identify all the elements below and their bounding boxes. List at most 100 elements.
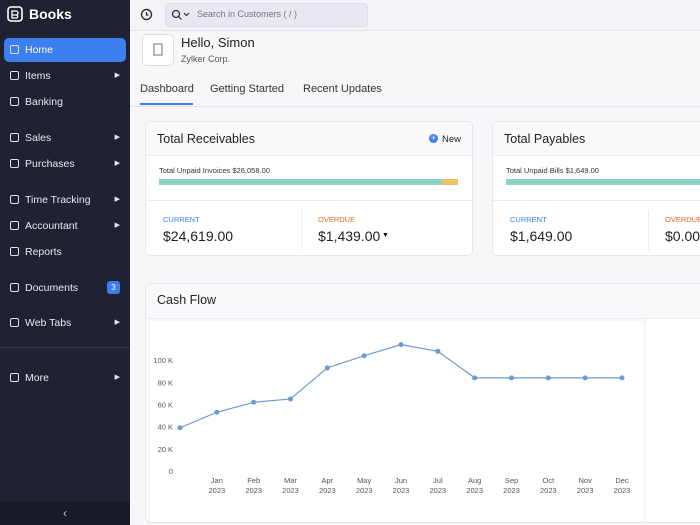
card-header	[146, 284, 700, 319]
divider	[648, 210, 649, 250]
chart-title: Cash Flow	[157, 293, 217, 307]
x-tick-label: Jan 2023	[208, 476, 226, 495]
nav-icon	[10, 159, 19, 168]
data-point	[619, 375, 625, 381]
nav-icon	[10, 283, 19, 292]
data-point	[472, 375, 478, 381]
tab[interactable]: Getting Started	[210, 83, 284, 95]
overdue-amount[interactable]: $1,439.00	[318, 228, 381, 244]
nav-icon	[10, 71, 19, 80]
summary: Total Unpaid Invoices $26,058.00	[159, 166, 270, 175]
sidebar: Books Home Items ▶ Banking Sales ▶ Purchases ▶ T…	[0, 0, 130, 525]
org-icon	[153, 43, 163, 56]
nav-item[interactable]: Reports	[4, 240, 126, 264]
nav-icon	[10, 133, 19, 142]
current-label: CURRENT	[163, 215, 200, 224]
data-point	[288, 396, 293, 402]
nav-icon	[10, 195, 19, 204]
search-icon	[171, 9, 190, 20]
current-amount: $24,619.00	[163, 228, 234, 244]
overdue-amount: $0.00	[665, 228, 700, 244]
divider	[146, 200, 472, 201]
x-tick-label: Apr 2023	[318, 476, 336, 495]
nav-item[interactable]: Purchases ▶	[4, 152, 126, 176]
history-icon[interactable]	[140, 8, 153, 21]
nav-icon	[10, 247, 19, 256]
y-tick-label: 40 K	[158, 423, 173, 432]
overdue-label: OVERDUE	[318, 215, 356, 224]
summary: Total Unpaid Bills $1,649.00	[506, 166, 599, 175]
x-tick-label: Aug 2023	[466, 476, 483, 495]
y-tick-label: 60 K	[158, 401, 173, 410]
data-point	[545, 375, 551, 381]
card-title: Total Receivables	[157, 132, 255, 146]
card-header	[146, 122, 472, 156]
search-box[interactable]: Search in Customers ( / )	[165, 3, 368, 27]
cash-flow-card: Cash Flow 0 20 K 40 K 60 K 80 K 100 K Jan 202…	[145, 283, 700, 523]
x-tick-label: Mar 2023	[282, 476, 299, 495]
brand-logo	[7, 6, 23, 22]
overdue-label: OVERDUE	[665, 215, 700, 224]
nav-item[interactable]: Documents 3	[4, 276, 126, 300]
progress-overdue	[442, 179, 458, 185]
x-tick-label: Feb 2023	[245, 476, 262, 495]
dropdown-caret[interactable]: ▼	[382, 232, 389, 239]
collapse-button[interactable]: ‹	[0, 502, 130, 525]
data-point	[324, 365, 330, 371]
x-tick-label: Jun 2023	[392, 476, 410, 495]
card-title: Total Payables	[504, 132, 586, 146]
tab[interactable]: Recent Updates	[303, 83, 382, 95]
badge: 3	[107, 281, 120, 294]
tab[interactable]: Dashboard	[140, 83, 194, 95]
x-tick-label: Nov 2023	[576, 476, 594, 495]
data-point	[398, 342, 404, 348]
progress-current	[506, 179, 700, 185]
payables-card: Total Payables Total Unpaid Bills $1,649…	[492, 121, 700, 256]
data-point	[251, 399, 257, 405]
nav-item[interactable]: Web Tabs ▶	[4, 311, 126, 335]
nav-icon	[10, 97, 19, 106]
nav-arrow: ▶	[114, 374, 120, 381]
data-point	[582, 375, 588, 381]
receivables-card: Total Receivables + New Total Unpaid Inv…	[145, 121, 473, 256]
data-point	[361, 353, 367, 359]
nav-icon	[10, 373, 19, 382]
x-tick-label: Jul 2023	[429, 476, 447, 495]
tab-indicator	[140, 103, 193, 105]
nav-item[interactable]: Accountant ▶	[4, 214, 126, 238]
org-logo	[142, 34, 174, 66]
nav-item[interactable]: Sales ▶	[4, 126, 126, 150]
nav-icon	[10, 318, 19, 327]
nav-item[interactable]: Time Tracking ▶	[4, 188, 126, 212]
x-tick-label: Sep 2023	[503, 476, 520, 495]
chart: 0 20 K 40 K 60 K 80 K 100 K	[148, 319, 646, 522]
current-amount: $1,649.00	[510, 228, 573, 244]
greeting: Hello, Simon	[181, 35, 255, 50]
nav-arrow: ▶	[114, 72, 120, 79]
y-tick-label: 80 K	[158, 378, 173, 387]
nav-arrow: ▶	[114, 196, 120, 203]
nav-item[interactable]: Items ▶	[4, 64, 126, 88]
x-tick-label: Oct 2023	[539, 476, 557, 495]
nav-arrow: ▶	[114, 319, 120, 326]
nav-arrow: ▶	[114, 160, 120, 167]
y-tick-label: 100 K	[153, 356, 173, 365]
card-header	[493, 122, 700, 156]
new-button[interactable]: New	[442, 134, 462, 145]
data-point	[214, 409, 220, 415]
nav-icon	[10, 45, 19, 54]
brand-name: Books	[29, 6, 72, 22]
top-bar: Search in Customers ( / )	[130, 0, 700, 31]
nav-item[interactable]: Banking	[4, 90, 126, 114]
data-point	[509, 375, 514, 381]
y-tick-label: 20 K	[158, 445, 173, 454]
divider	[0, 347, 130, 348]
nav-arrow: ▶	[114, 222, 120, 229]
nav-icon	[10, 221, 19, 230]
org-name: Zylker Corp.	[181, 54, 231, 64]
nav-item[interactable]: More ▶	[4, 366, 126, 390]
nav-item[interactable]: Home	[4, 38, 126, 62]
divider	[301, 210, 302, 250]
progress-current	[159, 179, 442, 185]
